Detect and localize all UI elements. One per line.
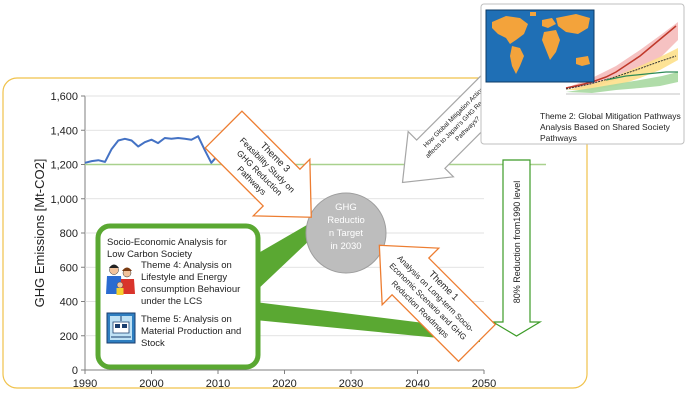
x-tick-label: 2040 xyxy=(405,378,429,390)
y-tick-label: 200 xyxy=(60,331,78,343)
theme4-line-3: consumption Behaviour xyxy=(141,284,240,295)
theme2-box: Theme 2: Global Mitigation Pathways Anal… xyxy=(480,3,685,145)
y-tick-label: 1,400 xyxy=(50,125,78,137)
y-tick-label: 600 xyxy=(60,262,78,274)
theme5-line-2: Material Production and xyxy=(141,326,241,337)
socio-economic-box: Socio-Economic Analysis for Low Carbon S… xyxy=(95,223,261,370)
x-tick-label: 2030 xyxy=(339,378,363,390)
y-tick-label: 1,600 xyxy=(50,91,78,103)
theme5-line-1: Theme 5: Analysis on xyxy=(141,314,232,325)
train-icon xyxy=(106,312,136,344)
socio-wedge-upper xyxy=(255,222,312,292)
theme2-line-2: Analysis Based on Shared Society xyxy=(540,122,671,132)
theme3-arrow: Theme 3 Feasibility Study on GHG Reducti… xyxy=(204,110,312,218)
y-tick-label: 400 xyxy=(60,297,78,309)
target-circle: GHG Reductio n Target in 2030 xyxy=(305,192,387,274)
family-icon xyxy=(106,262,136,296)
theme4-line-1: Theme 4: Analysis on xyxy=(141,260,232,271)
socio-wedge-lower xyxy=(255,302,480,342)
theme2-line-3: Pathways xyxy=(540,133,577,143)
y-tick-label: 1,000 xyxy=(50,194,78,206)
y-axis-label: GHG Emissions [Mt-CO2] xyxy=(32,159,47,308)
emissions-series-line xyxy=(84,135,232,164)
x-tick-label: 2000 xyxy=(139,378,163,390)
target-circle-line-4: in 2030 xyxy=(330,241,361,252)
x-tick-label: 1990 xyxy=(73,378,97,390)
theme5-line-3: Stock xyxy=(141,338,165,349)
theme2-line-1: Theme 2: Global Mitigation Pathways xyxy=(540,111,681,121)
x-tick-label: 2050 xyxy=(472,378,496,390)
x-tick-label: 2020 xyxy=(272,378,296,390)
y-tick-label: 1,200 xyxy=(50,160,78,172)
target-circle-line-3: n Target xyxy=(329,228,364,239)
socio-box-title-line-2: Low Carbon Society xyxy=(107,249,192,260)
y-tick-label: 800 xyxy=(60,228,78,240)
outer-frame xyxy=(2,77,588,389)
world-map-image xyxy=(485,9,595,83)
reduction-arrow: 80% Reduction from1990 level xyxy=(490,159,543,337)
x-tick-label: 2010 xyxy=(206,378,230,390)
target-circle-line-2: Reductio xyxy=(327,215,365,226)
reduction-arrow-label: 80% Reduction from1990 level xyxy=(512,181,522,304)
y-tick-label: 0 xyxy=(72,365,78,377)
theme4-line-4: under the LCS xyxy=(141,296,202,307)
target-circle-line-1: GHG xyxy=(335,202,357,213)
socio-box-title-line-1: Socio-Economic Analysis for xyxy=(107,237,227,248)
theme4-line-2: Lifestyle and Energy xyxy=(141,272,227,283)
